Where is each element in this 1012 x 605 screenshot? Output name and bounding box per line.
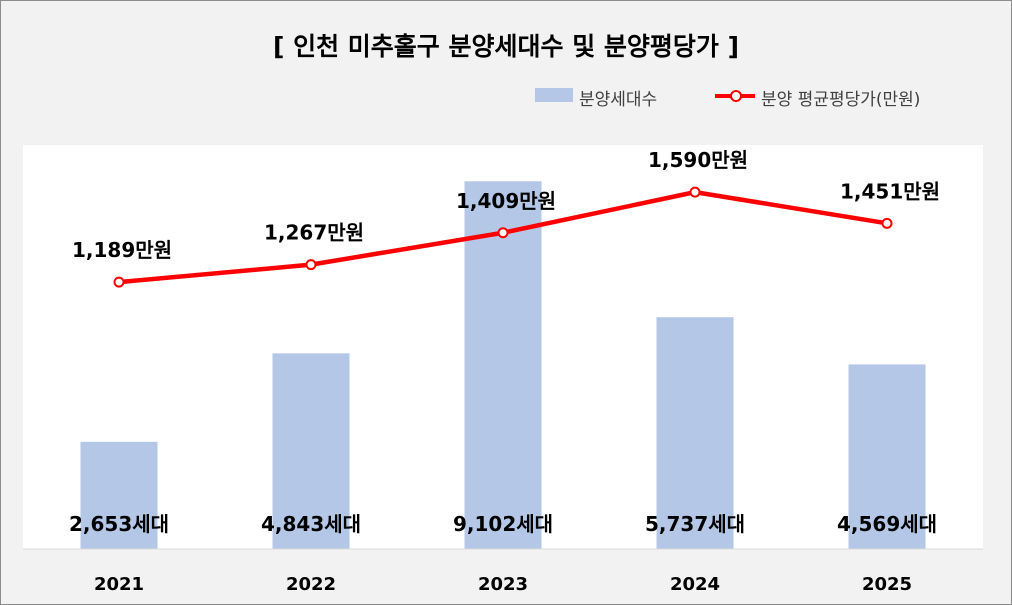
x-tick-2022: 2022 (286, 574, 336, 595)
x-tick-2023: 2023 (478, 574, 528, 595)
x-tick-2025: 2025 (862, 574, 912, 595)
bar-label-2022: 4,843세대 (261, 512, 361, 536)
bar-2022 (272, 353, 350, 549)
legend-label-units: 분양세대수 (579, 90, 658, 110)
chart-title: [ 인천 미추홀구 분양세대수 및 분양평당가 ] (272, 32, 740, 61)
price-marker-2021 (113, 276, 125, 288)
price-marker-2022 (305, 259, 317, 271)
bar-label-2021: 2,653세대 (69, 512, 169, 536)
bar-label-2025: 4,569세대 (837, 512, 937, 536)
price-label-2022: 1,267만원 (264, 221, 364, 245)
price-label-2024: 1,590만원 (648, 148, 748, 172)
bar-2023 (464, 181, 542, 549)
bar-2024 (656, 317, 734, 549)
legend-label-price: 분양 평균평당가(만원) (761, 90, 921, 110)
price-marker-2025 (881, 217, 893, 229)
price-marker-2024 (689, 186, 701, 198)
price-label-2021: 1,189만원 (72, 238, 172, 262)
x-tick-2024: 2024 (670, 574, 720, 595)
bar-label-2023: 9,102세대 (453, 512, 553, 536)
price-label-2023: 1,409만원 (456, 189, 556, 213)
x-tick-2021: 2021 (94, 574, 144, 595)
bar-label-2024: 5,737세대 (645, 512, 745, 536)
bar-2025 (848, 364, 926, 549)
legend-marker-swatch (730, 90, 742, 102)
price-label-2025: 1,451만원 (840, 179, 940, 203)
price-marker-2023 (497, 227, 509, 239)
bar-2021 (80, 441, 158, 549)
legend-bar-swatch (535, 88, 573, 102)
